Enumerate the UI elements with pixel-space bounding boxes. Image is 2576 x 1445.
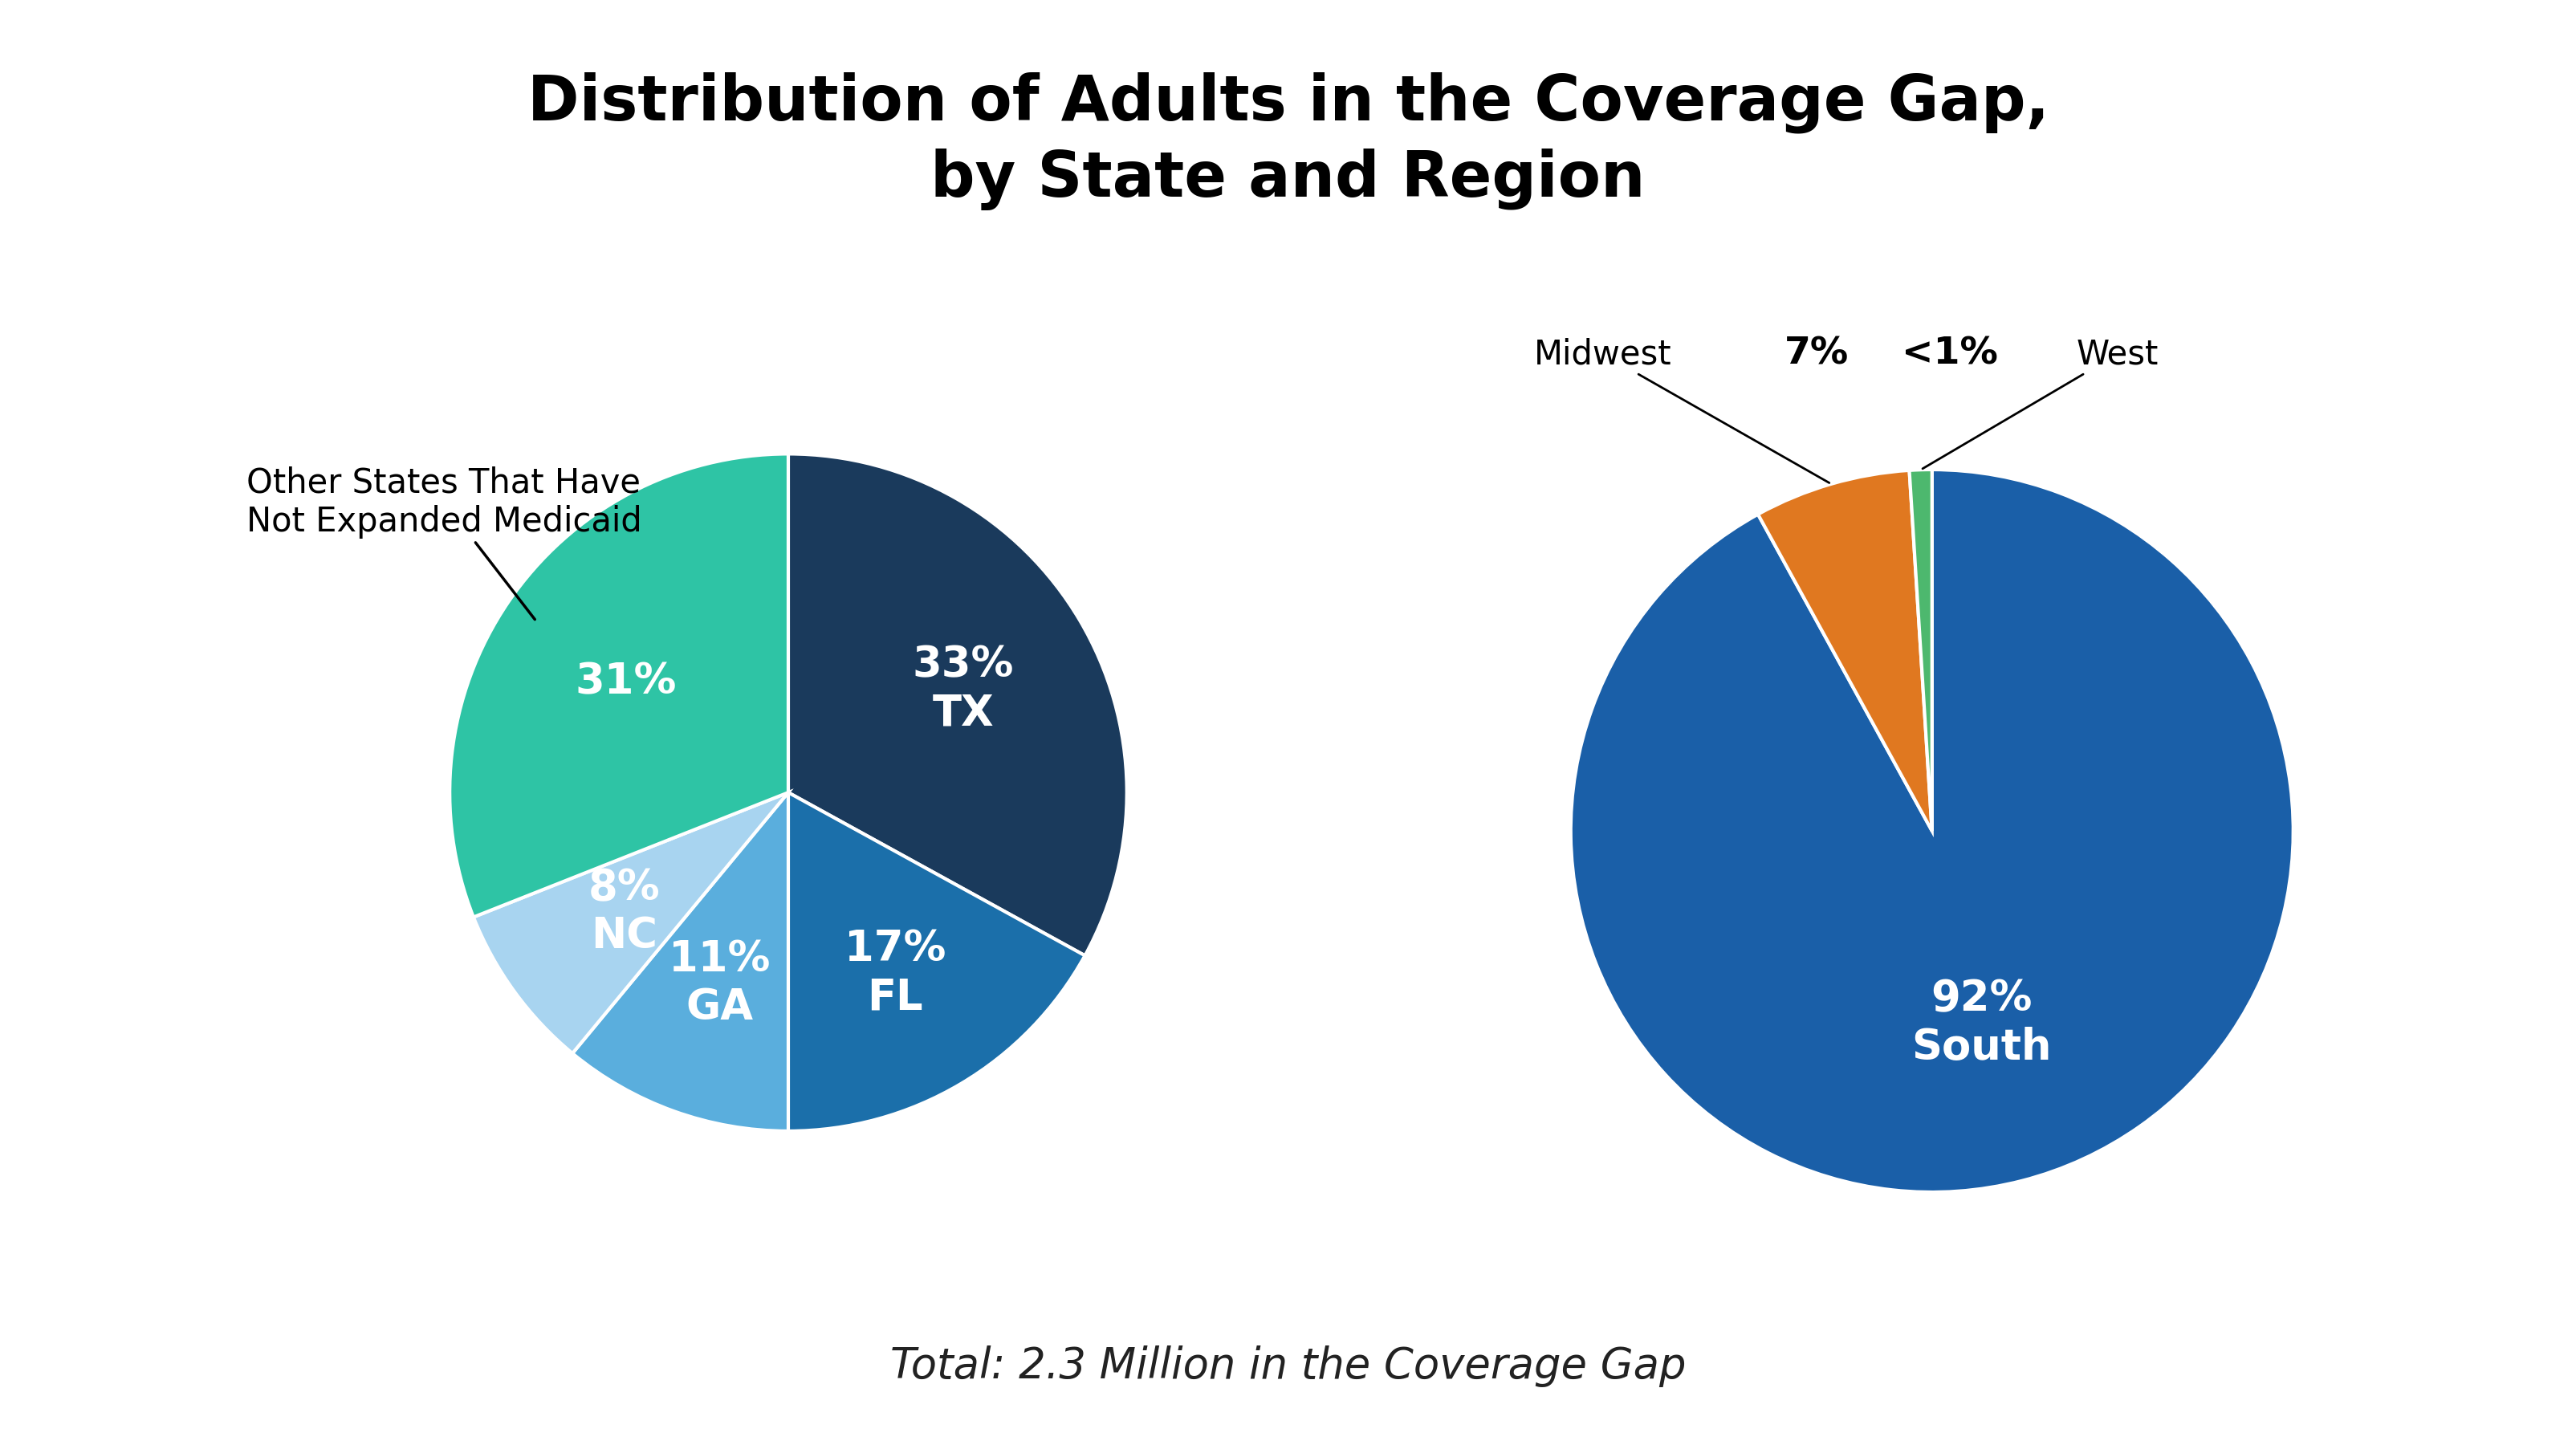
Text: <1%: <1% [1901, 337, 1999, 371]
Wedge shape [788, 792, 1084, 1131]
Text: 31%: 31% [574, 662, 677, 702]
Text: 11%
GA: 11% GA [670, 939, 770, 1029]
Text: West: West [1922, 337, 2159, 468]
Text: Other States That Have
Not Expanded Medicaid: Other States That Have Not Expanded Medi… [247, 465, 641, 620]
Text: 33%
TX: 33% TX [912, 644, 1015, 734]
Text: Distribution of Adults in the Coverage Gap,
by State and Region: Distribution of Adults in the Coverage G… [528, 72, 2048, 210]
Wedge shape [788, 454, 1126, 955]
Text: 8%
NC: 8% NC [587, 867, 659, 957]
Text: 7%: 7% [1785, 337, 1850, 371]
Text: Midwest: Midwest [1535, 337, 1829, 483]
Wedge shape [572, 792, 788, 1131]
Text: 92%
South: 92% South [1911, 978, 2050, 1068]
Wedge shape [474, 792, 788, 1053]
Wedge shape [451, 454, 788, 918]
Wedge shape [1757, 470, 1932, 831]
Wedge shape [1909, 470, 1932, 831]
Text: 17%
FL: 17% FL [845, 928, 945, 1019]
Wedge shape [1571, 470, 2293, 1192]
Text: Total: 2.3 Million in the Coverage Gap: Total: 2.3 Million in the Coverage Gap [891, 1345, 1685, 1387]
